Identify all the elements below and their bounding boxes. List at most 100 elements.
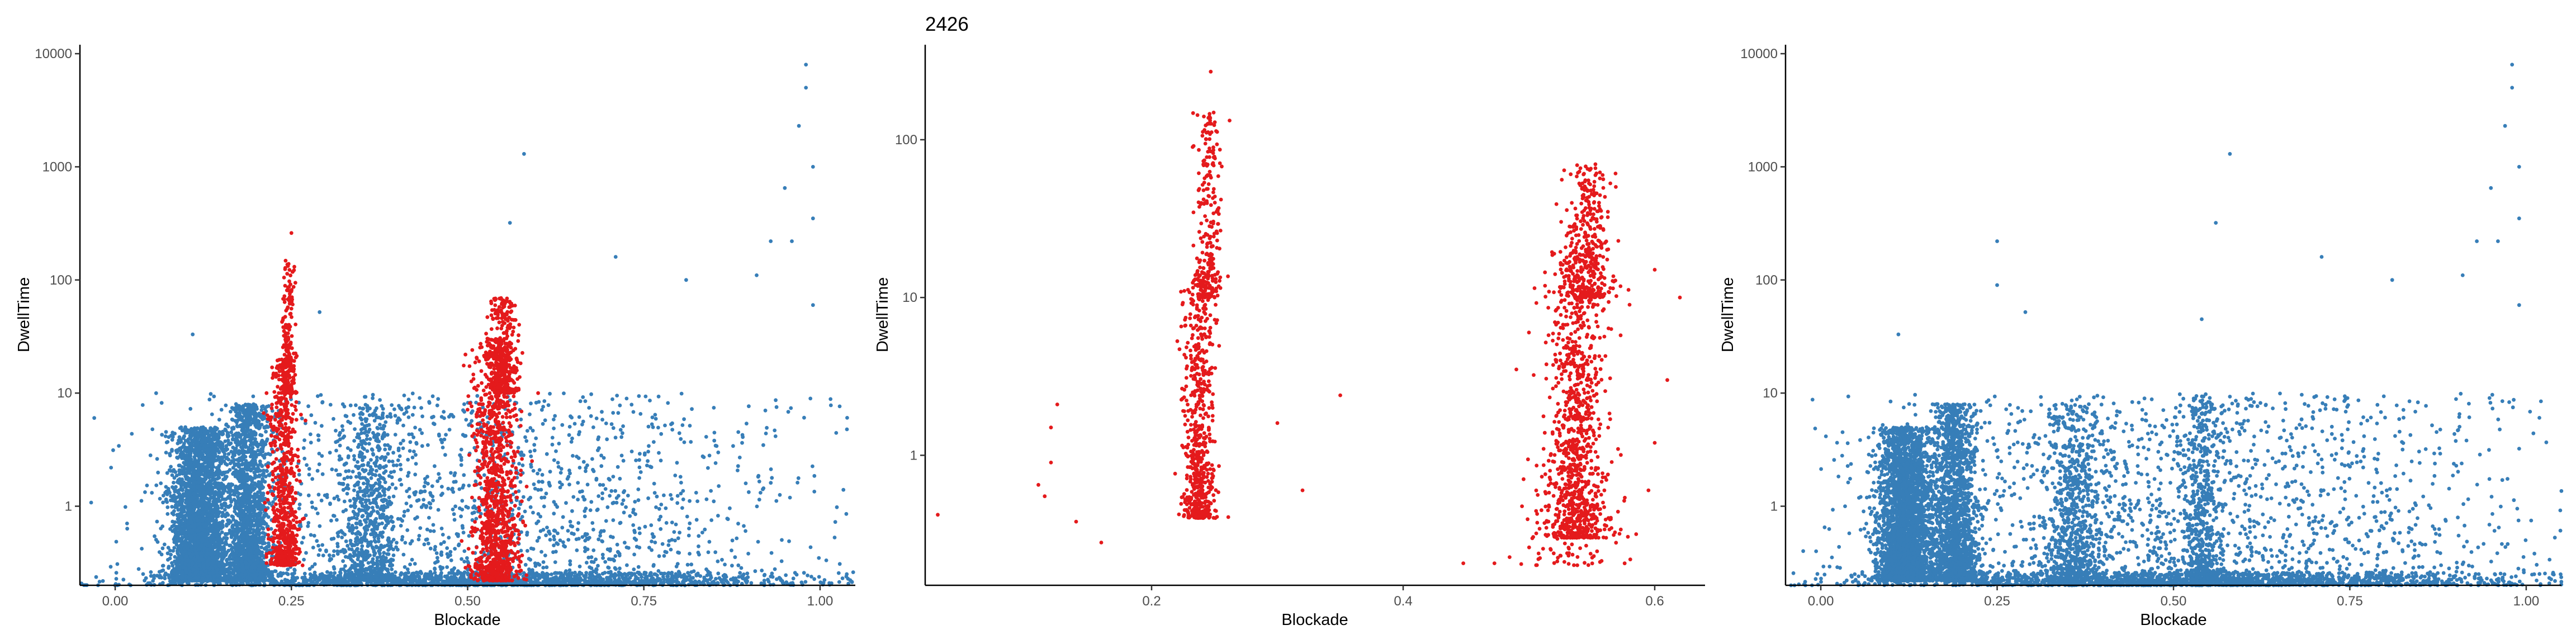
data-point <box>376 539 381 543</box>
data-point <box>220 504 224 508</box>
data-point <box>247 409 251 413</box>
data-point <box>197 462 201 466</box>
data-point <box>255 557 260 562</box>
data-point <box>262 535 266 539</box>
data-point <box>217 486 222 491</box>
data-point <box>183 446 187 450</box>
data-point <box>239 501 244 505</box>
data-point <box>169 433 173 438</box>
data-point <box>231 518 235 522</box>
data-point <box>229 410 233 414</box>
data-point <box>178 477 182 481</box>
data-point <box>185 505 190 510</box>
data-point <box>229 482 233 486</box>
data-point <box>164 498 168 501</box>
data-point <box>224 403 228 408</box>
data-point <box>188 435 192 440</box>
data-point <box>233 568 236 572</box>
data-point <box>248 467 253 472</box>
data-point <box>234 414 239 418</box>
data-point <box>366 461 371 465</box>
data-point <box>192 444 197 448</box>
data-point <box>200 462 205 467</box>
data-point <box>253 536 257 539</box>
data-point <box>180 465 184 469</box>
data-point <box>242 543 246 547</box>
data-point <box>197 467 201 471</box>
data-point <box>264 429 268 434</box>
data-point <box>240 424 244 428</box>
data-point <box>190 428 194 432</box>
data-point <box>241 566 245 570</box>
data-point <box>233 553 237 558</box>
data-point <box>193 465 198 468</box>
data-point <box>180 570 184 574</box>
data-point <box>169 465 173 469</box>
data-point <box>257 473 262 477</box>
data-point <box>241 535 245 539</box>
data-point <box>371 505 375 510</box>
data-point <box>253 403 258 408</box>
data-point <box>192 448 196 452</box>
data-point <box>200 537 205 541</box>
data-point <box>252 506 256 511</box>
data-point <box>197 547 201 551</box>
data-point <box>184 534 188 538</box>
data-point <box>245 461 249 466</box>
data-point <box>207 547 212 551</box>
data-point <box>261 527 266 531</box>
data-point <box>259 449 263 453</box>
data-point <box>352 457 357 462</box>
data-point <box>255 525 260 529</box>
data-point <box>181 436 186 441</box>
data-point <box>240 455 244 460</box>
data-point <box>378 551 382 556</box>
data-point <box>228 468 232 472</box>
data-point <box>225 456 229 460</box>
data-point <box>230 426 234 430</box>
data-point <box>179 452 183 456</box>
data-point <box>225 433 230 437</box>
data-point <box>197 508 201 513</box>
data-point <box>234 512 239 516</box>
data-point <box>219 494 224 499</box>
data-point <box>209 529 214 533</box>
data-point <box>176 520 181 524</box>
data-point <box>224 446 228 451</box>
data-point <box>340 424 344 428</box>
data-point <box>264 425 268 429</box>
data-point <box>177 553 181 557</box>
data-point <box>181 542 185 546</box>
data-point <box>175 505 179 509</box>
data-point <box>218 552 222 557</box>
data-point <box>191 514 196 518</box>
data-point <box>244 552 248 556</box>
data-point <box>192 523 196 528</box>
data-point <box>209 426 213 430</box>
data-point <box>174 473 179 478</box>
data-point <box>229 449 234 454</box>
data-point <box>182 530 186 534</box>
data-point <box>183 425 187 429</box>
data-point <box>247 416 252 421</box>
data-point <box>224 562 229 567</box>
data-point <box>248 547 253 551</box>
data-point <box>148 453 153 457</box>
data-point <box>155 519 159 524</box>
data-point <box>205 448 209 452</box>
data-point <box>212 453 217 457</box>
data-point <box>161 500 165 505</box>
data-point <box>393 433 397 437</box>
data-point <box>211 560 216 564</box>
data-point <box>217 463 221 468</box>
data-point <box>218 432 222 436</box>
data-point <box>233 462 236 466</box>
data-point <box>174 529 178 533</box>
data-point <box>181 550 185 555</box>
data-point <box>182 442 186 446</box>
data-point <box>188 534 193 538</box>
data-point <box>226 513 230 517</box>
data-point <box>366 561 371 565</box>
data-point <box>215 550 219 554</box>
